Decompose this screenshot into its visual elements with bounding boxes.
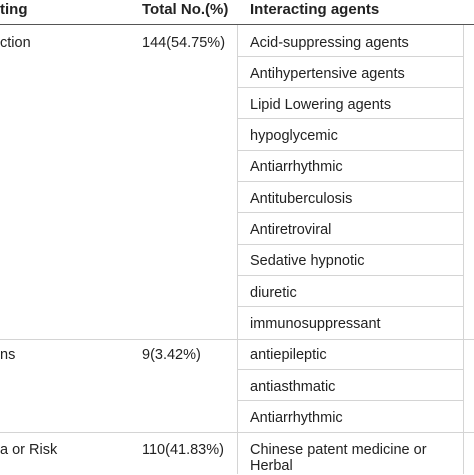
row-divider <box>238 400 463 401</box>
agent-antiretroviral: Antiretroviral <box>250 222 332 238</box>
group-divider <box>0 432 474 433</box>
agent-antiepileptic: antiepileptic <box>250 347 327 363</box>
row-divider <box>238 212 463 213</box>
column-divider-2 <box>463 25 464 474</box>
row-divider <box>238 306 463 307</box>
row-divider <box>238 275 463 276</box>
agent-hypoglycemic: hypoglycemic <box>250 128 338 144</box>
group-1-total: 144(54.75%) <box>142 35 226 51</box>
group-divider <box>0 339 474 340</box>
header-col-total: Total No.(%) <box>142 1 229 18</box>
header-rule <box>0 24 474 25</box>
agent-chinese-patent-medicine-line2: Herbal <box>250 458 293 474</box>
row-divider <box>238 181 463 182</box>
row-divider <box>238 56 463 57</box>
group-3-total: 110(41.83%) <box>142 442 224 458</box>
agent-antituberculosis: Antituberculosis <box>250 191 353 207</box>
row-divider <box>238 118 463 119</box>
table-header: ting Total No.(%) Interacting agents <box>0 0 474 24</box>
agent-diuretic: diuretic <box>250 285 297 301</box>
row-divider <box>238 244 463 245</box>
row-divider <box>238 150 463 151</box>
agent-antiarrhythmic-1: Antiarrhythmic <box>250 159 343 175</box>
header-col-category: ting <box>0 1 28 18</box>
agent-sedative-hypnotic: Sedative hypnotic <box>250 253 365 269</box>
agent-antiasthmatic: antiasthmatic <box>250 379 336 395</box>
agent-immunosuppressant: immunosuppressant <box>250 316 381 332</box>
header-col-agents: Interacting agents <box>250 1 380 18</box>
agent-acid-suppressing: Acid-suppressing agents <box>250 35 409 51</box>
row-divider <box>238 369 463 370</box>
column-divider-1 <box>237 25 238 474</box>
agent-chinese-patent-medicine-line1: Chinese patent medicine or <box>250 442 427 458</box>
agent-lipid-lowering: Lipid Lowering agents <box>250 97 392 113</box>
group-2-label: ns <box>0 347 16 363</box>
group-3-label: a or Risk <box>0 442 58 458</box>
group-2-total: 9(3.42%) <box>142 347 201 363</box>
agent-antihypertensive: Antihypertensive agents <box>250 66 405 82</box>
agent-antiarrhythmic-2: Antiarrhythmic <box>250 410 343 426</box>
row-divider <box>238 87 463 88</box>
group-1-label: ction <box>0 35 31 51</box>
